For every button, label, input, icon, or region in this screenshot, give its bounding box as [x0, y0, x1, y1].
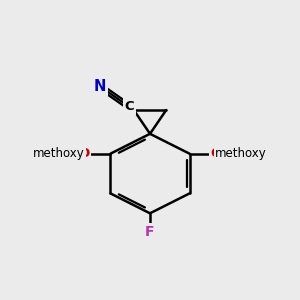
Text: C: C [124, 100, 134, 113]
Text: O: O [210, 147, 222, 160]
Text: O: O [78, 147, 90, 160]
Text: F: F [145, 225, 155, 239]
Text: methoxy: methoxy [33, 147, 85, 160]
Text: methoxy: methoxy [215, 147, 267, 160]
Text: N: N [93, 79, 106, 94]
